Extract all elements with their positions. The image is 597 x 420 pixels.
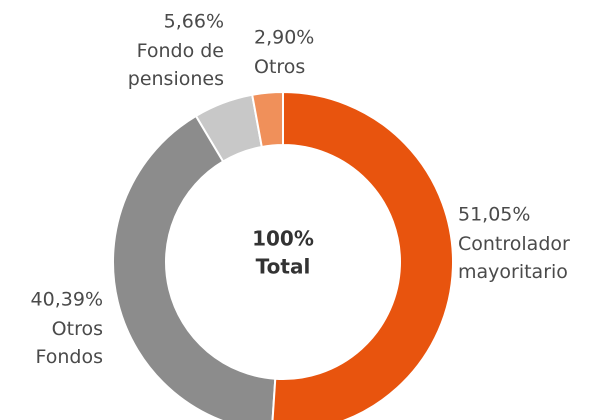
center-label: Total <box>256 255 311 279</box>
donut-segment <box>271 90 455 420</box>
category-label: Fondo de pensiones <box>128 40 224 90</box>
category-label: Otros Fondos <box>35 318 103 368</box>
center-value: 100% <box>252 227 314 251</box>
value-label: 40,39% <box>31 289 103 311</box>
donut-segment <box>112 114 277 420</box>
category-label-line: Fondo de <box>137 40 224 62</box>
value-label: 2,90% <box>254 27 314 49</box>
category-label-line: pensiones <box>128 68 224 90</box>
category-label-line: Fondos <box>35 346 103 368</box>
category-label: Controlador mayoritario <box>458 233 570 283</box>
category-label-line: Controlador <box>458 233 570 255</box>
donut-segment <box>251 90 284 149</box>
category-label-line: Otros <box>254 56 305 78</box>
value-label: 51,05% <box>458 204 530 226</box>
category-label: Otros <box>254 56 305 78</box>
value-label: 5,66% <box>164 11 224 33</box>
category-label-line: mayoritario <box>458 261 568 283</box>
category-label-line: Otros <box>52 318 103 340</box>
